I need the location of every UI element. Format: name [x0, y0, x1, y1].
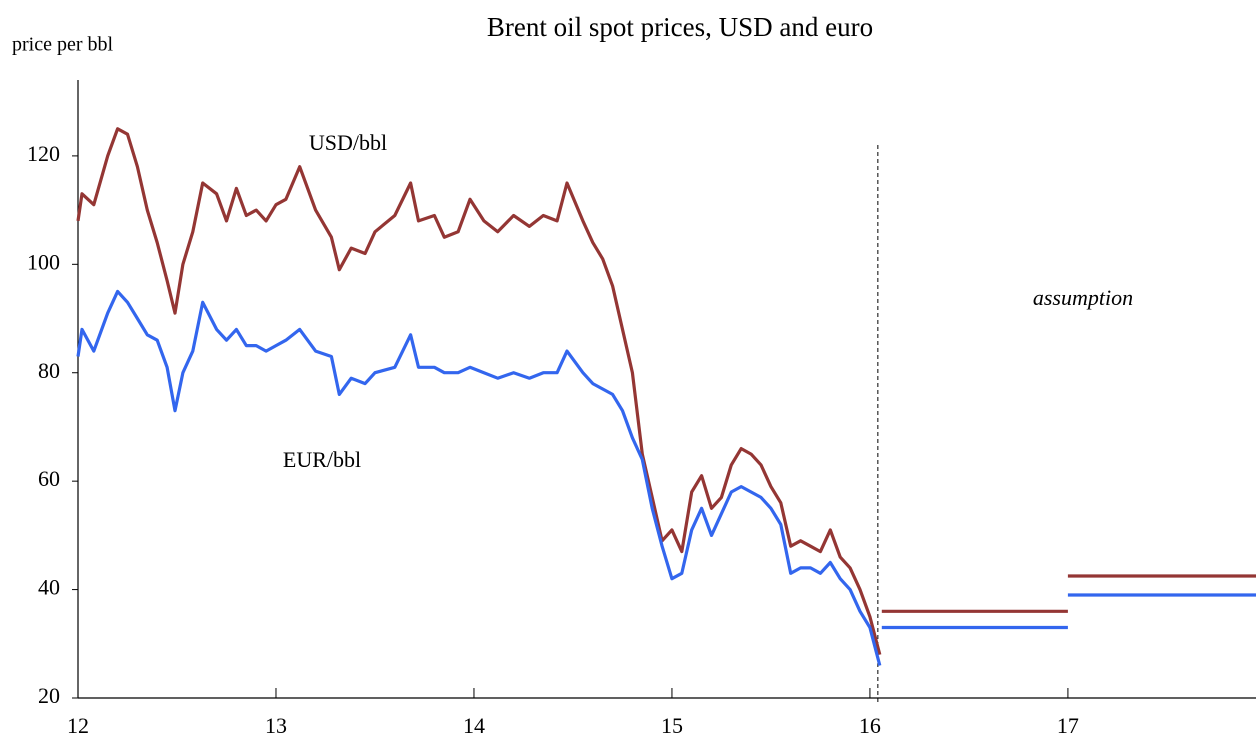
x-tick-label: 16	[859, 713, 881, 738]
x-tick-label: 13	[265, 713, 287, 738]
y-tick-label: 120	[27, 141, 60, 166]
y-tick-label: 20	[38, 683, 60, 708]
y-tick-label: 100	[27, 249, 60, 274]
series-label: USD/bbl	[309, 130, 387, 155]
series-label: EUR/bbl	[283, 447, 361, 472]
y-tick-label: 80	[38, 358, 60, 383]
x-tick-label: 14	[463, 713, 485, 738]
chart-title: Brent oil spot prices, USD and euro	[487, 12, 873, 42]
y-axis-label: price per bbl	[12, 34, 114, 56]
x-tick-label: 15	[661, 713, 683, 738]
x-tick-label: 12	[67, 713, 89, 738]
y-tick-label: 40	[38, 575, 60, 600]
x-tick-label: 17	[1057, 713, 1079, 738]
y-tick-label: 60	[38, 466, 60, 491]
series-line	[76, 127, 1256, 656]
series-line	[76, 289, 1256, 666]
annotation: assumption	[1033, 285, 1133, 310]
